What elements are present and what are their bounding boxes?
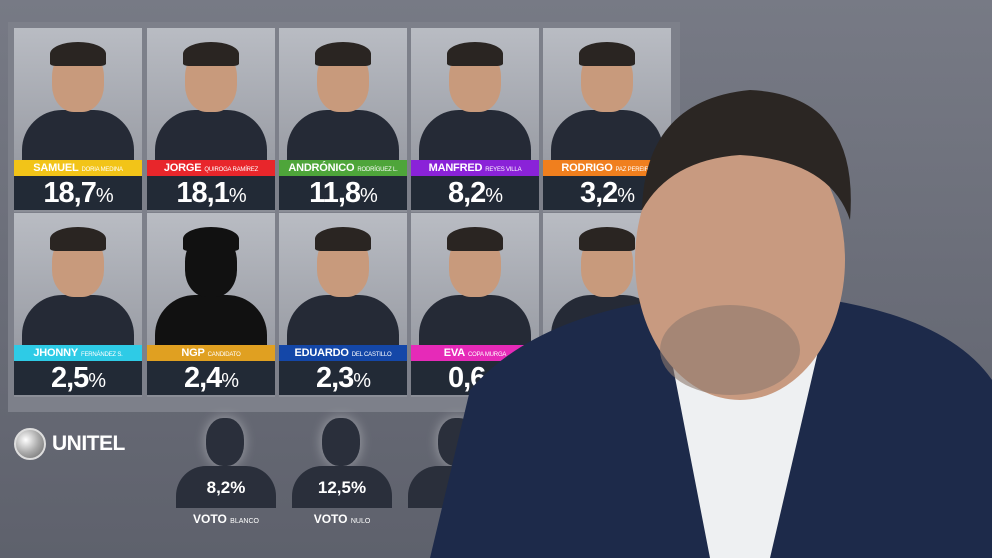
- vote-percent: 12,5%: [317, 478, 367, 497]
- candidate-card: SAMUEL DORIA MEDINA 18,7%: [14, 28, 142, 212]
- torso: [551, 110, 663, 160]
- hair: [642, 90, 851, 220]
- candidate-percent: 8,2%: [411, 176, 539, 210]
- torso: [22, 110, 134, 160]
- candidate-name: SAMUEL DORIA MEDINA: [14, 160, 142, 176]
- hair: [315, 227, 371, 251]
- candidate-percent: 18,1%: [147, 176, 275, 210]
- hair: [183, 227, 239, 251]
- candidate-name: MANFRED REYES VILLA: [411, 160, 539, 176]
- candidate-card: JHONNY FERNÁNDEZ S. 2,5%: [14, 213, 142, 397]
- beard: [660, 305, 800, 395]
- candidate-photo: [279, 213, 407, 345]
- candidate-photo: [14, 213, 142, 345]
- torso: [155, 295, 267, 345]
- candidate-name: NGP CANDIDATO: [147, 345, 275, 361]
- candidate-name: RODRIGO PAZ PEREIRA: [543, 160, 671, 176]
- hair: [579, 42, 635, 66]
- candidate-card: MANFRED REYES VILLA 8,2%: [411, 28, 539, 212]
- candidate-photo: [279, 28, 407, 160]
- candidate-photo: [14, 28, 142, 160]
- torso: [287, 295, 399, 345]
- hair: [183, 42, 239, 66]
- torso: [419, 110, 531, 160]
- hair: [579, 227, 635, 251]
- hair: [50, 227, 106, 251]
- hair: [315, 42, 371, 66]
- globe-icon: [14, 428, 46, 460]
- candidate-photo: [147, 213, 275, 345]
- candidate-name: JHONNY FERNÁNDEZ S.: [14, 345, 142, 361]
- candidate-photo: [543, 28, 671, 160]
- silhouette-body: [176, 466, 276, 508]
- candidate-photo: [147, 28, 275, 160]
- candidate-name: EDUARDO DEL CASTILLO: [279, 345, 407, 361]
- man-photo: [430, 90, 992, 558]
- candidate-photo: [411, 213, 539, 345]
- candidate-card: JORGE QUIROGA RAMÍREZ 18,1%: [147, 28, 275, 212]
- vote-card: 12,5% VOTO NULO: [292, 418, 392, 538]
- silhouette-icon: [206, 418, 244, 466]
- brand-name: UNITEL: [52, 432, 125, 455]
- vote-card: 8,2% VOTO BLANCO: [176, 418, 276, 538]
- candidate-percent: 2,5%: [14, 361, 142, 395]
- candidate-percent: 18,7%: [14, 176, 142, 210]
- torso: [287, 110, 399, 160]
- unitel-logo: UNITEL: [14, 428, 125, 460]
- candidate-percent: 2,4%: [147, 361, 275, 395]
- candidate-card: NGP CANDIDATO 2,4%: [147, 213, 275, 397]
- hair: [447, 227, 503, 251]
- candidate-photo: [411, 28, 539, 160]
- hair: [447, 42, 503, 66]
- silhouette-icon: [322, 418, 360, 466]
- vote-label: VOTO BLANCO: [193, 512, 259, 526]
- candidate-name: JORGE QUIROGA RAMÍREZ: [147, 160, 275, 176]
- torso: [22, 295, 134, 345]
- silhouette-body: [292, 466, 392, 508]
- candidate-percent: 11,8%: [279, 176, 407, 210]
- vote-label: VOTO NULO: [313, 512, 371, 526]
- candidate-percent: 2,3%: [279, 361, 407, 395]
- hair: [50, 42, 106, 66]
- torso: [155, 110, 267, 160]
- vote-percent: 8,2%: [206, 478, 246, 497]
- candidate-card: ANDRÓNICO RODRÍGUEZ L. 11,8%: [279, 28, 407, 212]
- candidate-card: EDUARDO DEL CASTILLO 2,3%: [279, 213, 407, 397]
- torso: [419, 295, 531, 345]
- candidate-name: ANDRÓNICO RODRÍGUEZ L.: [279, 160, 407, 176]
